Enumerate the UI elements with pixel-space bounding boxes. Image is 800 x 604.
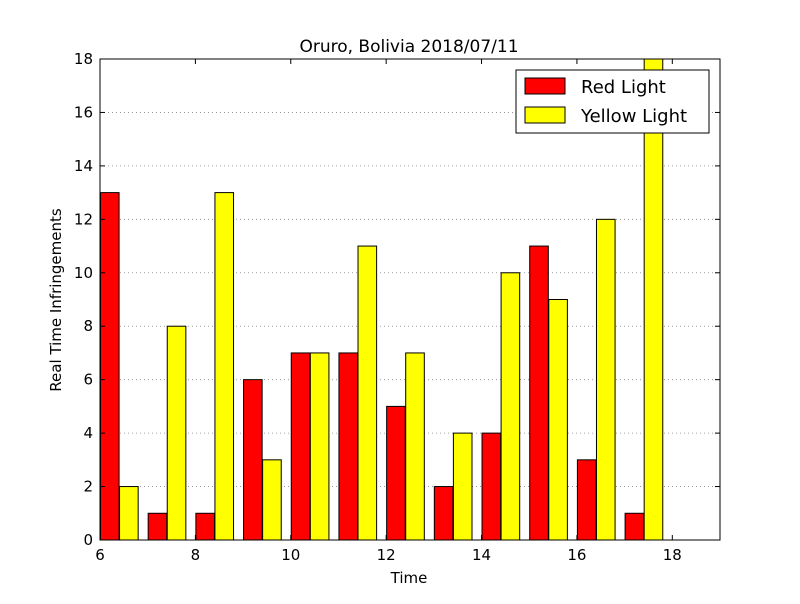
bar-yellow-light — [262, 459, 282, 541]
bar-yellow-light — [166, 325, 187, 541]
x-tick-label: 14 — [472, 546, 491, 564]
y-tick-label: 6 — [83, 371, 93, 389]
x-tick-label: 12 — [377, 546, 396, 564]
bar-yellow-light — [214, 192, 235, 541]
y-tick-label: 8 — [83, 317, 93, 335]
bar-red-light — [433, 486, 454, 541]
axis-ticks: 6 8 10 12 14 16 18 0 2 4 6 8 10 12 14 16 18 — [74, 50, 720, 564]
bar-red-light — [99, 192, 120, 541]
x-axis-label: Time — [390, 569, 428, 587]
y-tick-label: 16 — [74, 103, 93, 121]
y-tick-label: 0 — [83, 531, 93, 549]
bar-red-light — [576, 459, 597, 541]
bar-red-light — [243, 379, 263, 541]
bar-red-light — [290, 352, 311, 541]
x-tick-label: 8 — [191, 546, 201, 564]
bar-red-light — [481, 432, 502, 541]
y-tick-label: 14 — [74, 157, 93, 175]
bar-yellow-light — [595, 218, 616, 541]
plot-frame — [99, 58, 721, 541]
y-tick-label: 18 — [74, 50, 93, 68]
chart-title: Oruro, Bolivia 2018/07/11 — [299, 37, 518, 57]
bar-red-light — [195, 512, 215, 541]
bar-yellow-light — [405, 352, 425, 541]
legend-label-yellow: Yellow Light — [580, 106, 687, 127]
legend-swatch-yellow — [524, 106, 566, 124]
legend-label-red: Red Light — [581, 77, 666, 98]
y-tick-label: 10 — [74, 264, 93, 282]
y-tick-label: 12 — [74, 210, 93, 228]
bar-yellow-light — [500, 272, 521, 541]
bar-yellow-light — [309, 352, 330, 541]
bar-red-light — [338, 352, 359, 541]
y-axis-label: Real Time Infringements — [47, 208, 65, 392]
y-tick-label: 2 — [83, 478, 93, 496]
bar-red-light — [624, 512, 645, 541]
bar-yellow-light — [119, 486, 139, 541]
bar-yellow-light — [548, 299, 568, 541]
legend-swatch-red — [524, 77, 566, 95]
legend: Red Light Yellow Light — [515, 69, 710, 134]
bar-yellow-light — [357, 245, 378, 541]
y-tick-label: 4 — [83, 424, 93, 442]
bar-red-light — [529, 245, 549, 541]
x-tick-label: 10 — [281, 546, 300, 564]
x-tick-label: 16 — [567, 546, 586, 564]
bar-red-light — [147, 512, 168, 541]
bar-red-light — [386, 405, 406, 541]
x-tick-label: 6 — [95, 546, 105, 564]
x-tick-label: 18 — [663, 546, 682, 564]
bar-yellow-light — [452, 432, 473, 541]
